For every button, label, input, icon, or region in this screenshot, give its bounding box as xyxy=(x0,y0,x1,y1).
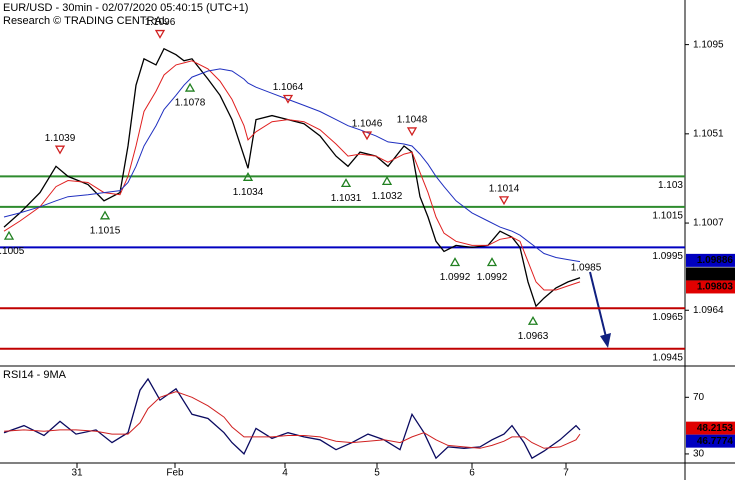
low-marker xyxy=(3,230,15,240)
high-marker xyxy=(406,127,418,137)
series-line xyxy=(3,68,581,263)
high-marker xyxy=(361,131,373,141)
forecast-arrow xyxy=(589,271,607,338)
high-marker xyxy=(282,94,294,104)
y-tick-label: 30 xyxy=(693,449,705,460)
annotation-label: 1.0985 xyxy=(571,262,602,273)
level-label: 1.103 xyxy=(658,180,683,191)
annotation-label: 1.1015 xyxy=(90,225,121,236)
price-box xyxy=(686,267,735,281)
annotation-label: 1.1096 xyxy=(145,17,176,28)
x-tick-label: 7 xyxy=(563,468,569,479)
annotation-label: 1.1046 xyxy=(352,119,383,130)
y-tick-label: 70 xyxy=(693,392,705,403)
forecast-arrowhead xyxy=(600,333,611,348)
annotation-label: 1.1064 xyxy=(273,82,304,93)
annotation-label: 1.0992 xyxy=(477,272,508,283)
chart-title: EUR/USD - 30min - 02/07/2020 05:40:15 (U… xyxy=(3,2,248,14)
price-box xyxy=(686,421,735,435)
price-box-label: 1.09886 xyxy=(697,255,734,266)
low-marker xyxy=(449,257,461,267)
annotation-label: 1.1031 xyxy=(331,193,362,204)
high-marker xyxy=(154,29,166,39)
low-marker xyxy=(340,178,352,188)
annotation-label: 1.1032 xyxy=(372,191,403,202)
series-line xyxy=(3,47,581,308)
price-box xyxy=(686,253,735,267)
y-tick-label: 1.1007 xyxy=(693,218,724,229)
annotation-label: 1.1078 xyxy=(175,98,206,109)
annotation-label: 1.1039 xyxy=(45,133,76,144)
low-marker xyxy=(486,257,498,267)
x-tick-label: Feb xyxy=(166,468,184,479)
level-label: 1.1015 xyxy=(652,210,683,221)
low-marker xyxy=(527,315,539,325)
y-tick-label: 1.0964 xyxy=(693,305,724,316)
series-line xyxy=(3,60,581,291)
y-tick-label: 1.1095 xyxy=(693,39,724,50)
annotation-label: 1.1005 xyxy=(0,246,25,257)
annotation-label: 1.0963 xyxy=(518,331,549,342)
x-tick-label: 4 xyxy=(282,468,288,479)
low-marker xyxy=(242,171,254,181)
price-box-label: 46.7774 xyxy=(697,436,734,447)
price-box xyxy=(686,280,735,294)
annotation-label: 1.1014 xyxy=(489,184,520,195)
x-tick-label: 31 xyxy=(71,468,83,479)
x-tick-label: 6 xyxy=(469,468,475,479)
annotation-label: 1.0992 xyxy=(440,272,471,283)
rsi-title: RSI14 - 9MA xyxy=(3,369,67,381)
annotation-label: 1.1048 xyxy=(397,115,428,126)
level-label: 1.0995 xyxy=(652,251,683,262)
low-marker xyxy=(184,82,196,92)
x-tick-label: 5 xyxy=(374,468,380,479)
level-label: 1.0965 xyxy=(652,312,683,323)
y-tick-label: 1.1051 xyxy=(693,128,724,139)
series-line xyxy=(3,391,581,449)
price-box xyxy=(686,434,735,448)
annotation-label: 1.1034 xyxy=(233,187,264,198)
price-box-label: 1.09819 xyxy=(697,269,734,280)
level-label: 1.0945 xyxy=(652,352,683,363)
high-marker xyxy=(498,196,510,206)
price-box-label: 1.09803 xyxy=(697,282,734,293)
chart-subtitle: Research © TRADING CENTRAL xyxy=(3,15,168,27)
high-marker xyxy=(54,145,66,155)
low-marker xyxy=(99,210,111,220)
low-marker xyxy=(381,176,393,186)
price-box-label: 48.2153 xyxy=(697,423,734,434)
